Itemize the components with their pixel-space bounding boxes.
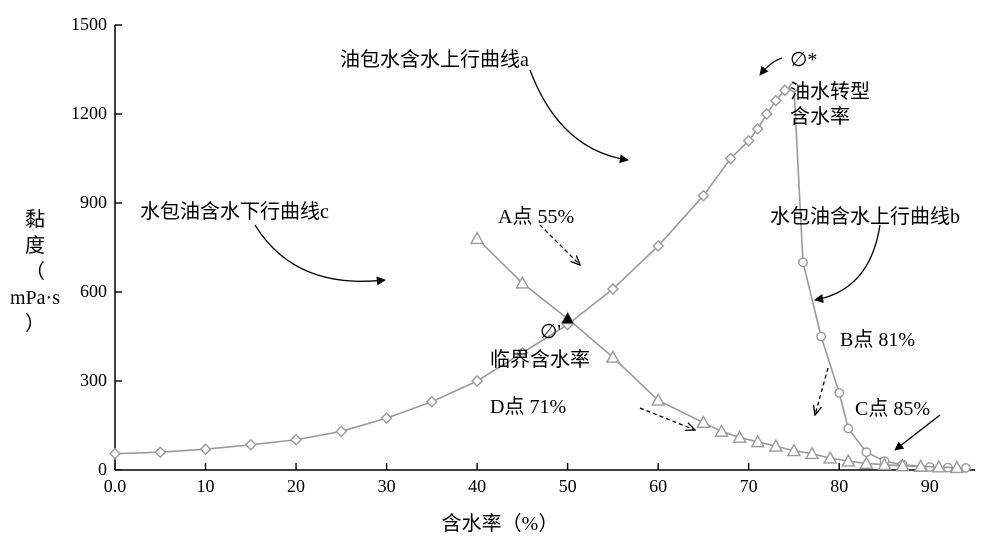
y-tick-label: 1500 [71,14,107,35]
y-tick-label: 600 [80,281,107,302]
y-tick-label: 0 [98,459,107,480]
x-tick-label: 10 [188,476,224,497]
y-tick-label: 1200 [71,103,107,124]
x-tick-label: 20 [278,476,314,497]
annotation-curve_a: 油包水含水上行曲线a [340,48,529,73]
annotation-curve_c: 水包油含水下行曲线c [140,200,329,225]
x-tick-label: 40 [459,476,495,497]
x-tick-label: 50 [550,476,586,497]
x-tick-label: 70 [731,476,767,497]
annotation-B_label: B点 81% [840,328,915,353]
annotation-D_label: D点 71% [490,395,566,420]
annotation-phi_star: ∅* [790,48,817,73]
annotation-A_label: A点 55% [498,205,574,230]
x-tick-label: 80 [821,476,857,497]
y-tick-label: 900 [80,192,107,213]
chart-container: 黏度（mPa·s） 含水率（%） 0.010203040506070809003… [0,0,1000,544]
x-tick-label: 30 [369,476,405,497]
x-tick-label: 90 [912,476,948,497]
annotation-phi_prime: ∅' [540,320,561,345]
y-tick-label: 300 [80,370,107,391]
annotation-curve_b: 水包油含水上行曲线b [770,205,960,230]
annotation-C_label: C点 85% [855,397,930,422]
annotation-phi_star_desc: 油水转型含水率 [790,80,870,130]
annotation-phi_prime_desc: 临界含水率 [490,348,590,373]
x-tick-label: 60 [640,476,676,497]
